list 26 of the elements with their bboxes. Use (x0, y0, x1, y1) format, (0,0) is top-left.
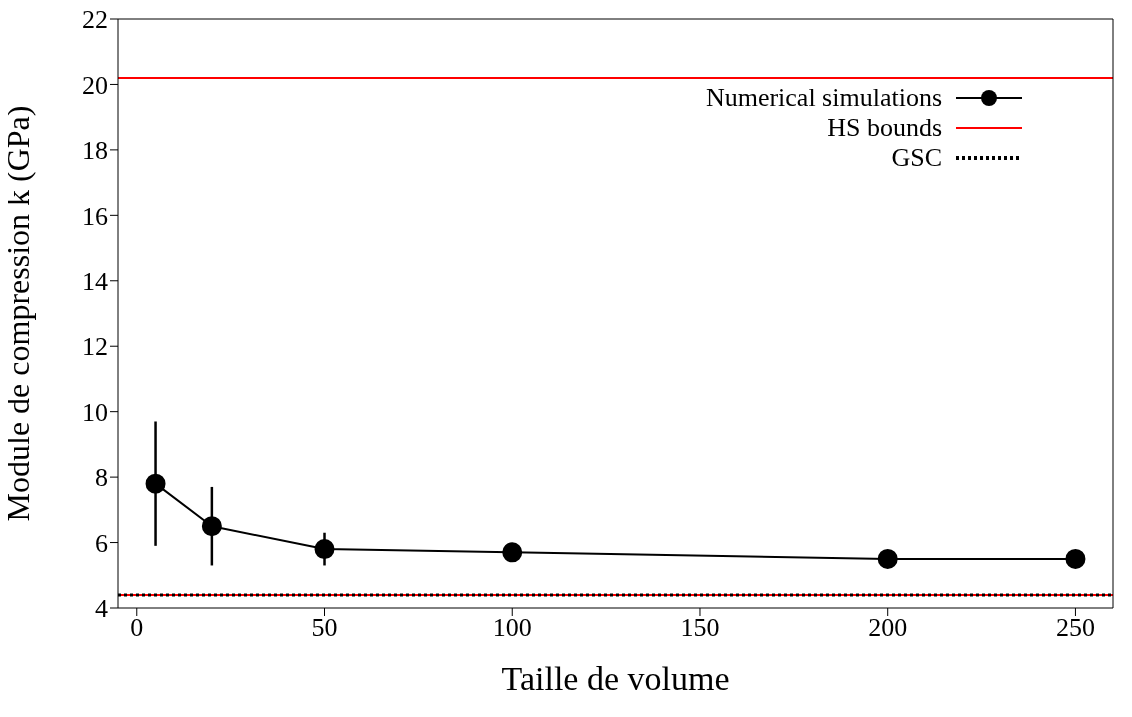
point (877, 548, 898, 569)
point (1065, 548, 1086, 569)
y-tick-label: 18 (82, 136, 108, 166)
legend-label: GSC (891, 143, 942, 173)
y-tick-label: 4 (95, 594, 108, 624)
point (314, 539, 335, 560)
y-tick-label: 20 (82, 70, 108, 100)
y-tick-label: 16 (82, 201, 108, 231)
y-tick-label: 10 (82, 397, 108, 427)
y-tick-label: 8 (95, 463, 108, 493)
x-tick-label: 50 (311, 613, 338, 643)
y-tick-label: 14 (82, 267, 108, 297)
x-tick-label: 250 (1055, 613, 1095, 643)
y-tick-label: 12 (82, 332, 108, 362)
point (145, 473, 166, 494)
y-tick-label: 22 (82, 5, 108, 35)
point (502, 542, 523, 563)
x-tick-label: 150 (680, 613, 720, 643)
x-tick-label: 0 (130, 613, 144, 643)
x-tick-label: 200 (868, 613, 908, 643)
legend-label: Numerical simulations (705, 83, 942, 113)
y-tick-label: 6 (95, 528, 108, 558)
point (201, 516, 222, 537)
legend-label: HS bounds (827, 113, 942, 143)
x-axis-title: Taille de volume (501, 660, 730, 697)
x-tick-label: 100 (492, 613, 532, 643)
